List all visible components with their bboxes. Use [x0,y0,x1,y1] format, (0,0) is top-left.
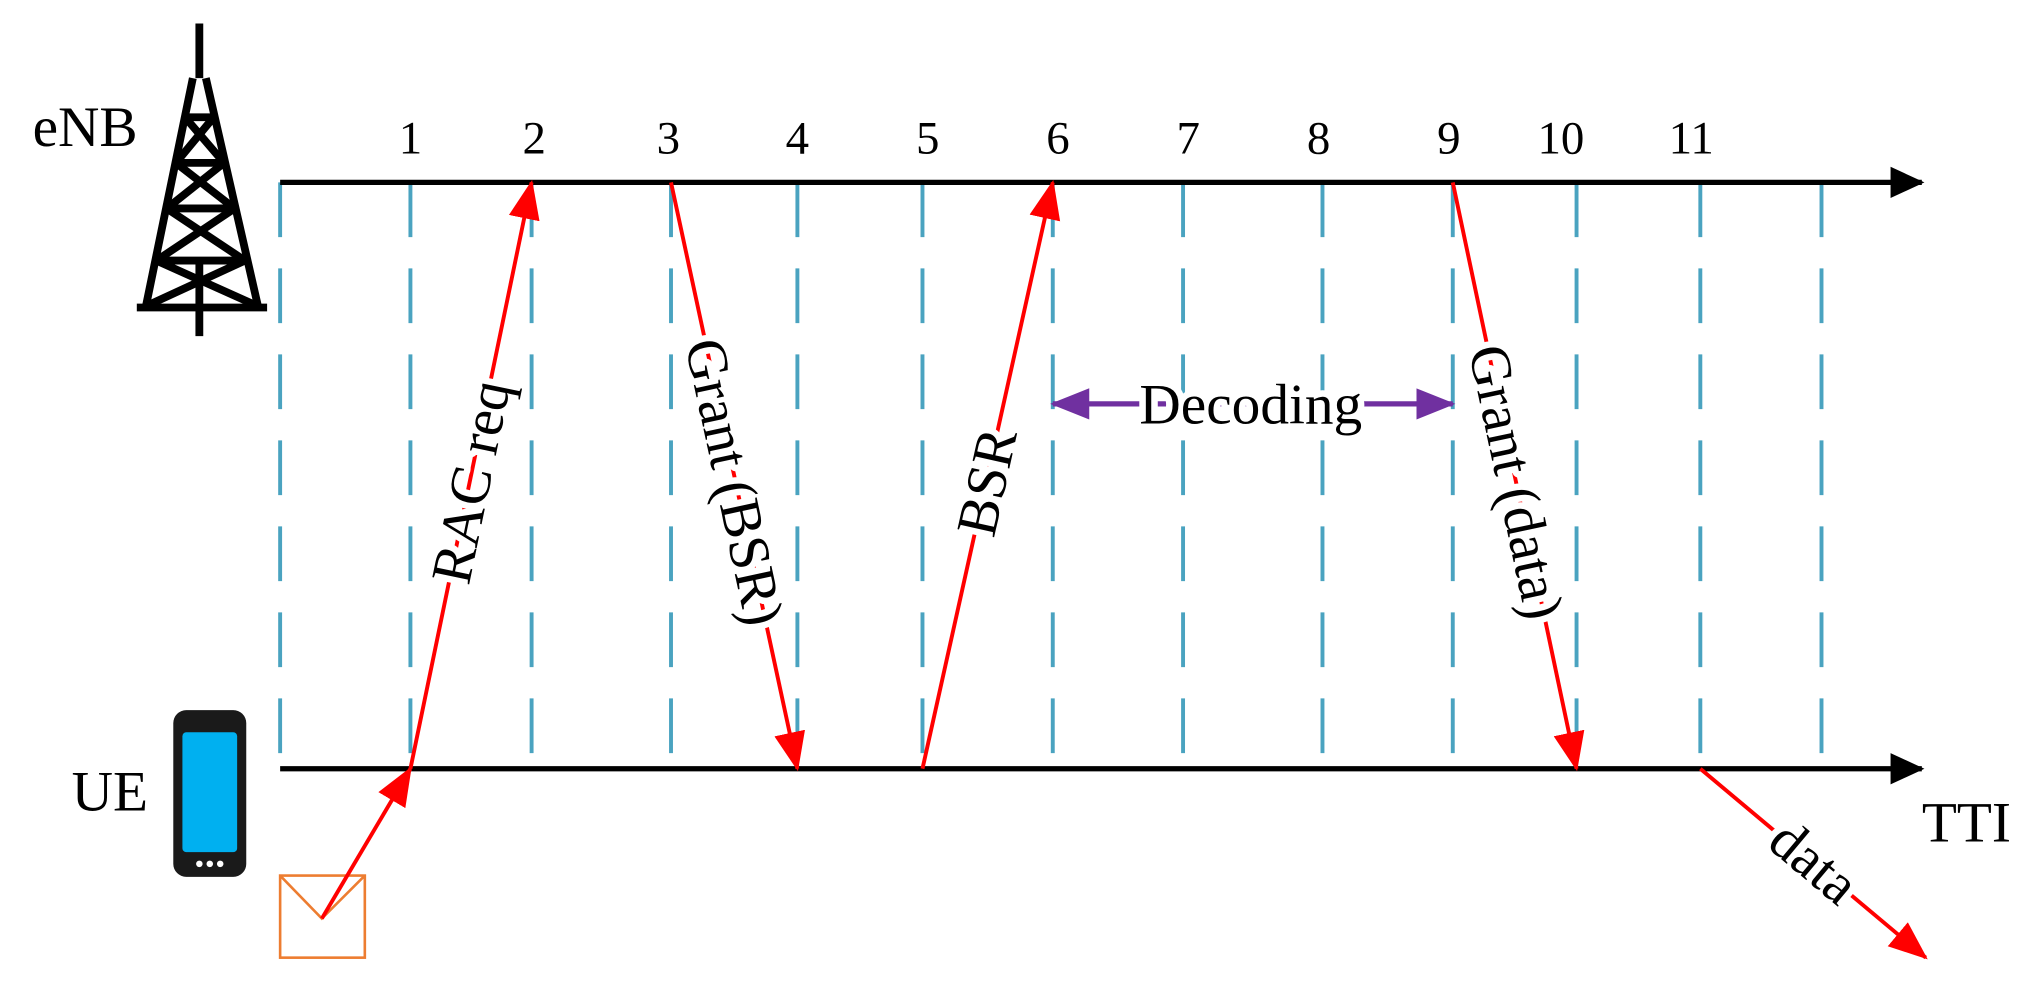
arrow [408,179,540,770]
message-label: data [1757,808,1871,918]
message-label: RAC req [420,375,523,589]
decoding-label: Decoding [1139,373,1362,436]
tick-label: 8 [1307,113,1330,165]
arrow [320,766,413,920]
enb-label: eNB [33,96,138,159]
tick-label: 11 [1669,113,1714,165]
arrow [1450,182,1585,772]
tick-label: 4 [786,113,809,165]
message-label: Grant (BSR) [672,333,795,631]
phone-icon [173,710,247,877]
message-label: Grant (data) [1456,339,1576,624]
tick-labels: 1 2 3 4 5 6 7 8 9 10 11 [399,113,1714,165]
message-label: BSR [945,422,1030,542]
arrow [920,179,1061,770]
tick-label: 5 [916,113,939,165]
tower-icon [136,23,268,337]
tick-label: 6 [1046,113,1069,165]
tick-label: 9 [1437,113,1460,165]
arrow [1699,767,1928,960]
tick-label: 3 [657,113,680,165]
tti-grid [278,182,1824,769]
tick-label: 10 [1537,113,1584,165]
ue-label: UE [72,760,148,823]
tick-label: 7 [1177,113,1200,165]
arrow [669,181,805,772]
tick-label: 2 [522,113,545,165]
axis-label: TTI [1922,792,2011,855]
tick-label: 1 [399,113,422,165]
